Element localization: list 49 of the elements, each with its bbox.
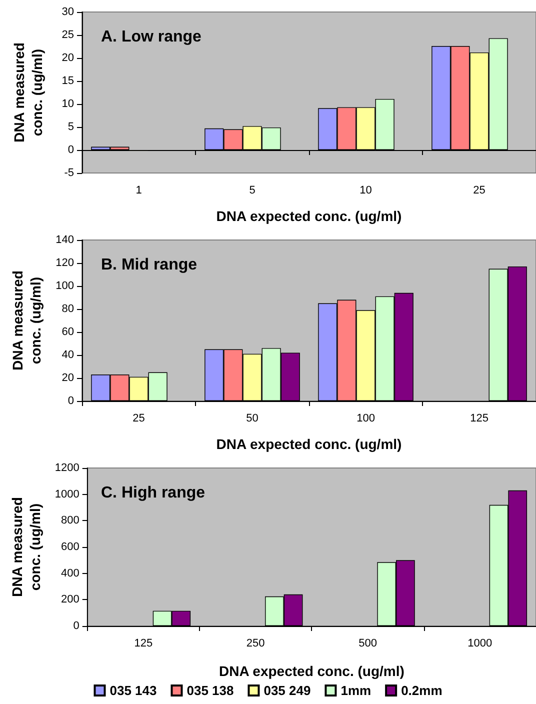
y-tick-label: 120	[56, 257, 74, 269]
y-tick-label: 0	[68, 144, 74, 156]
y-axis-title: DNA measured conc. (ug/ml)	[11, 42, 45, 142]
y-tick-label: 1200	[54, 462, 80, 474]
y-tick-label: 20	[62, 52, 74, 64]
legend-label: 035 138	[186, 683, 234, 698]
x-tick-label: 100	[356, 412, 375, 424]
y-tick-label: 200	[61, 594, 80, 606]
y-tick-label: 0	[68, 395, 74, 407]
x-axis-title: DNA expected conc. (ug/ml)	[216, 436, 402, 452]
x-tick-label: 25	[473, 184, 486, 196]
x-tick-label: 1	[136, 184, 142, 196]
y-axis-title: DNA measured conc. (ug/ml)	[9, 497, 43, 597]
y-tick-label: 25	[62, 29, 74, 41]
text: C. High range	[101, 484, 206, 502]
text: B. Mid range	[101, 256, 198, 274]
y-tick-label: 30	[62, 6, 74, 18]
legend-label: 035 249	[264, 683, 311, 698]
y-axis-title: DNA measured conc. (ug/ml)	[10, 270, 44, 370]
y-tick-label: 5	[68, 121, 74, 133]
y-tick-label: 100	[56, 280, 74, 292]
y-tick-label: 600	[61, 541, 80, 553]
x-tick-label: 5	[249, 184, 256, 196]
y-tick-label: 10	[62, 98, 74, 110]
x-tick-label: 10	[360, 184, 372, 196]
legend-label: 0.2mm	[401, 683, 442, 698]
x-tick-label: 1000	[468, 638, 492, 650]
x-tick-label: 250	[246, 638, 265, 650]
y-tick-label: 40	[62, 349, 74, 361]
y-tick-label: 60	[62, 326, 74, 338]
y-tick-label: 80	[62, 303, 74, 315]
x-tick-label: 25	[132, 412, 145, 424]
y-tick-label: 140	[56, 234, 74, 246]
y-tick-label: 1000	[54, 488, 80, 500]
legend-label: 035 143	[110, 683, 157, 698]
x-axis-title: DNA expected conc. (ug/ml)	[216, 208, 402, 224]
y-tick-label: 800	[61, 514, 80, 527]
x-tick-label: 125	[134, 638, 153, 650]
y-tick-label: 0	[73, 620, 80, 632]
y-tick-label: 15	[62, 75, 74, 87]
legend-label: 1mm	[340, 683, 372, 698]
x-tick-label: 125	[470, 412, 488, 424]
y-tick-label: 20	[62, 372, 74, 384]
text: A. Low range	[101, 28, 202, 46]
x-tick-label: 500	[358, 638, 377, 650]
x-axis-title: DNA expected conc. (ug/ml)	[218, 663, 404, 679]
y-tick-label: -5	[64, 167, 74, 179]
y-tick-label: 400	[61, 567, 80, 580]
x-tick-label: 50	[246, 412, 258, 424]
